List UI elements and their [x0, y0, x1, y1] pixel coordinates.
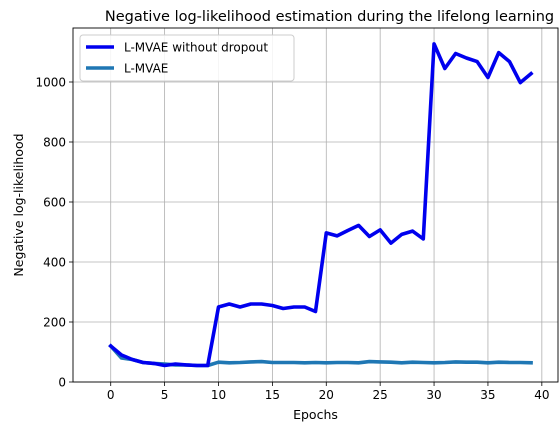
plot-frame [72, 27, 559, 383]
y-axis-label: Negative log-likelihood [11, 133, 26, 276]
y-tick-label: 200 [43, 316, 66, 330]
x-tick-label: 5 [161, 388, 169, 402]
x-axis-label: Epochs [293, 407, 338, 422]
x-tick-label: 10 [211, 388, 226, 402]
legend-label-without-dropout: L-MVAE without dropout [124, 41, 268, 55]
y-tick-label: 400 [43, 256, 66, 270]
x-tick-label: 35 [480, 388, 495, 402]
legend: L-MVAE without dropout L-MVAE [79, 34, 295, 82]
x-tick-label: 15 [265, 388, 280, 402]
x-tick-label: 30 [426, 388, 441, 402]
series-line-without-dropout [108, 42, 534, 368]
grid-layer [73, 28, 558, 383]
y-tick-label: 1000 [35, 76, 66, 90]
y-tick-label: 0 [58, 376, 66, 390]
y-tick-label: 600 [43, 196, 66, 210]
x-tick-label: 25 [373, 388, 388, 402]
series-layer [108, 42, 534, 368]
chart-title: Negative log-likelihood estimation durin… [105, 9, 554, 25]
x-tick-label: 0 [107, 388, 115, 402]
y-tick-label: 800 [43, 136, 66, 150]
x-tick-label: 40 [534, 388, 549, 402]
x-tick-label: 20 [319, 388, 334, 402]
legend-label-l-mvae: L-MVAE [124, 62, 168, 76]
legend-box [79, 34, 295, 82]
